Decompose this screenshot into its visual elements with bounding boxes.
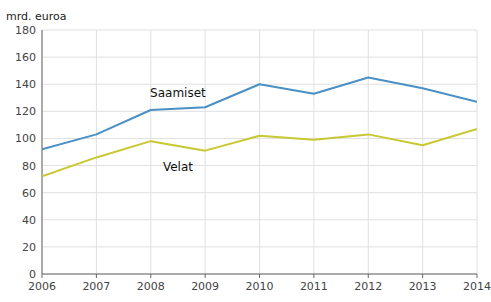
x-grid-line <box>477 30 478 274</box>
x-tick-label: 2011 <box>300 280 328 293</box>
y-tick-label: 60 <box>22 187 36 200</box>
x-tick <box>368 274 369 278</box>
y-tick-label: 120 <box>15 105 36 118</box>
x-grid-line <box>313 30 314 274</box>
series-line <box>42 129 477 176</box>
x-tick-label: 2008 <box>137 280 165 293</box>
x-tick-label: 2009 <box>191 280 219 293</box>
x-grid-line <box>259 30 260 274</box>
x-tick-label: 2014 <box>463 280 491 293</box>
y-axis <box>42 30 43 274</box>
x-tick <box>42 274 43 278</box>
x-tick <box>259 274 260 278</box>
x-tick-label: 2006 <box>28 280 56 293</box>
x-grid-line <box>150 30 151 274</box>
x-tick <box>150 274 151 278</box>
x-tick-label: 2007 <box>82 280 110 293</box>
y-tick-label: 180 <box>15 24 36 37</box>
series-label: Velat <box>163 160 193 174</box>
x-grid-line <box>205 30 206 274</box>
x-grid-line <box>96 30 97 274</box>
x-grid-line <box>368 30 369 274</box>
y-tick-label: 80 <box>22 160 36 173</box>
x-tick <box>422 274 423 278</box>
chart: 0204060801001201401601802006200720082009… <box>0 0 491 302</box>
grid <box>42 30 477 274</box>
x-grid-line <box>42 30 43 274</box>
y-tick-label: 100 <box>15 132 36 145</box>
lines <box>42 77 477 176</box>
y-tick-label: 20 <box>22 241 36 254</box>
x-tick <box>477 274 478 278</box>
y-tick-label: 140 <box>15 78 36 91</box>
x-tick-label: 2012 <box>354 280 382 293</box>
chart-container: 0204060801001201401601802006200720082009… <box>0 0 491 302</box>
series-label: Saamiset <box>150 86 206 100</box>
x-tick <box>96 274 97 278</box>
y-tick-label: 160 <box>15 51 36 64</box>
x-grid-line <box>422 30 423 274</box>
y-tick-label: 40 <box>22 214 36 227</box>
x-axis <box>42 274 477 275</box>
y-axis-label: mrd. euroa <box>6 10 67 23</box>
y-grid-line <box>42 274 477 275</box>
x-tick <box>313 274 314 278</box>
series-line <box>42 77 477 149</box>
x-tick-label: 2010 <box>246 280 274 293</box>
x-tick <box>205 274 206 278</box>
x-tick-label: 2013 <box>409 280 437 293</box>
